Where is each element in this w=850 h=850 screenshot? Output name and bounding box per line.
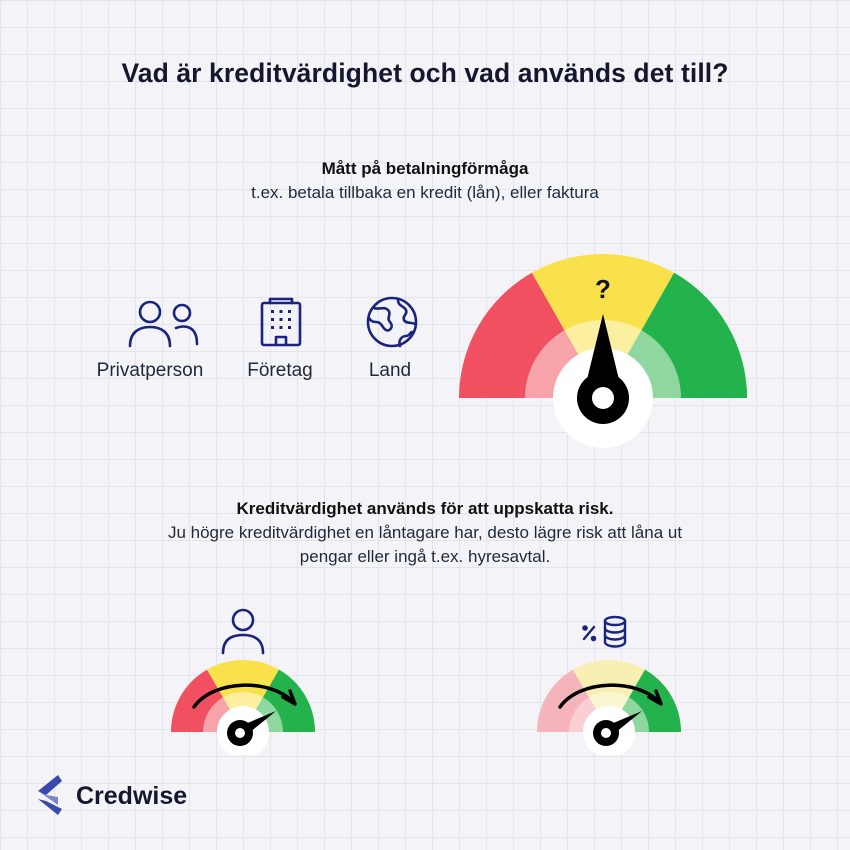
definition-subtext: t.ex. betala tillbaka en kredit (lån), e… xyxy=(251,183,599,202)
brand-name: Credwise xyxy=(76,782,188,810)
risk-heading: Kreditvärdighet används för att uppskatt… xyxy=(236,499,614,518)
definition-section: Mått på betalningförmåga t.ex. betala ti… xyxy=(0,157,850,205)
category-label-land: Land xyxy=(368,360,412,381)
category-label-privatperson: Privatperson xyxy=(96,360,204,381)
risk-section: Kreditvärdighet används för att uppskatt… xyxy=(50,497,800,569)
loan-risk-gauge xyxy=(537,659,681,755)
credwise-logo-icon xyxy=(38,775,62,815)
category-label-foretag: Företag xyxy=(247,360,313,381)
people-icon xyxy=(128,300,199,348)
percent-coins-icon xyxy=(582,615,627,648)
globe-icon xyxy=(366,296,418,348)
page-title: Vad är kreditvärdighet och vad används d… xyxy=(121,58,729,88)
gauge-question-mark: ? xyxy=(595,274,611,304)
person-icon xyxy=(221,608,265,655)
risk-text-line1: Ju högre kreditvärdighet en låntagare ha… xyxy=(167,523,683,542)
risk-text-line2: pengar eller ingå t.ex. hyresavtal. xyxy=(299,547,551,566)
credit-score-gauge: ? xyxy=(459,254,747,448)
definition-heading: Mått på betalningförmåga xyxy=(321,159,529,178)
building-icon xyxy=(260,297,302,347)
person-risk-gauge xyxy=(170,659,315,755)
